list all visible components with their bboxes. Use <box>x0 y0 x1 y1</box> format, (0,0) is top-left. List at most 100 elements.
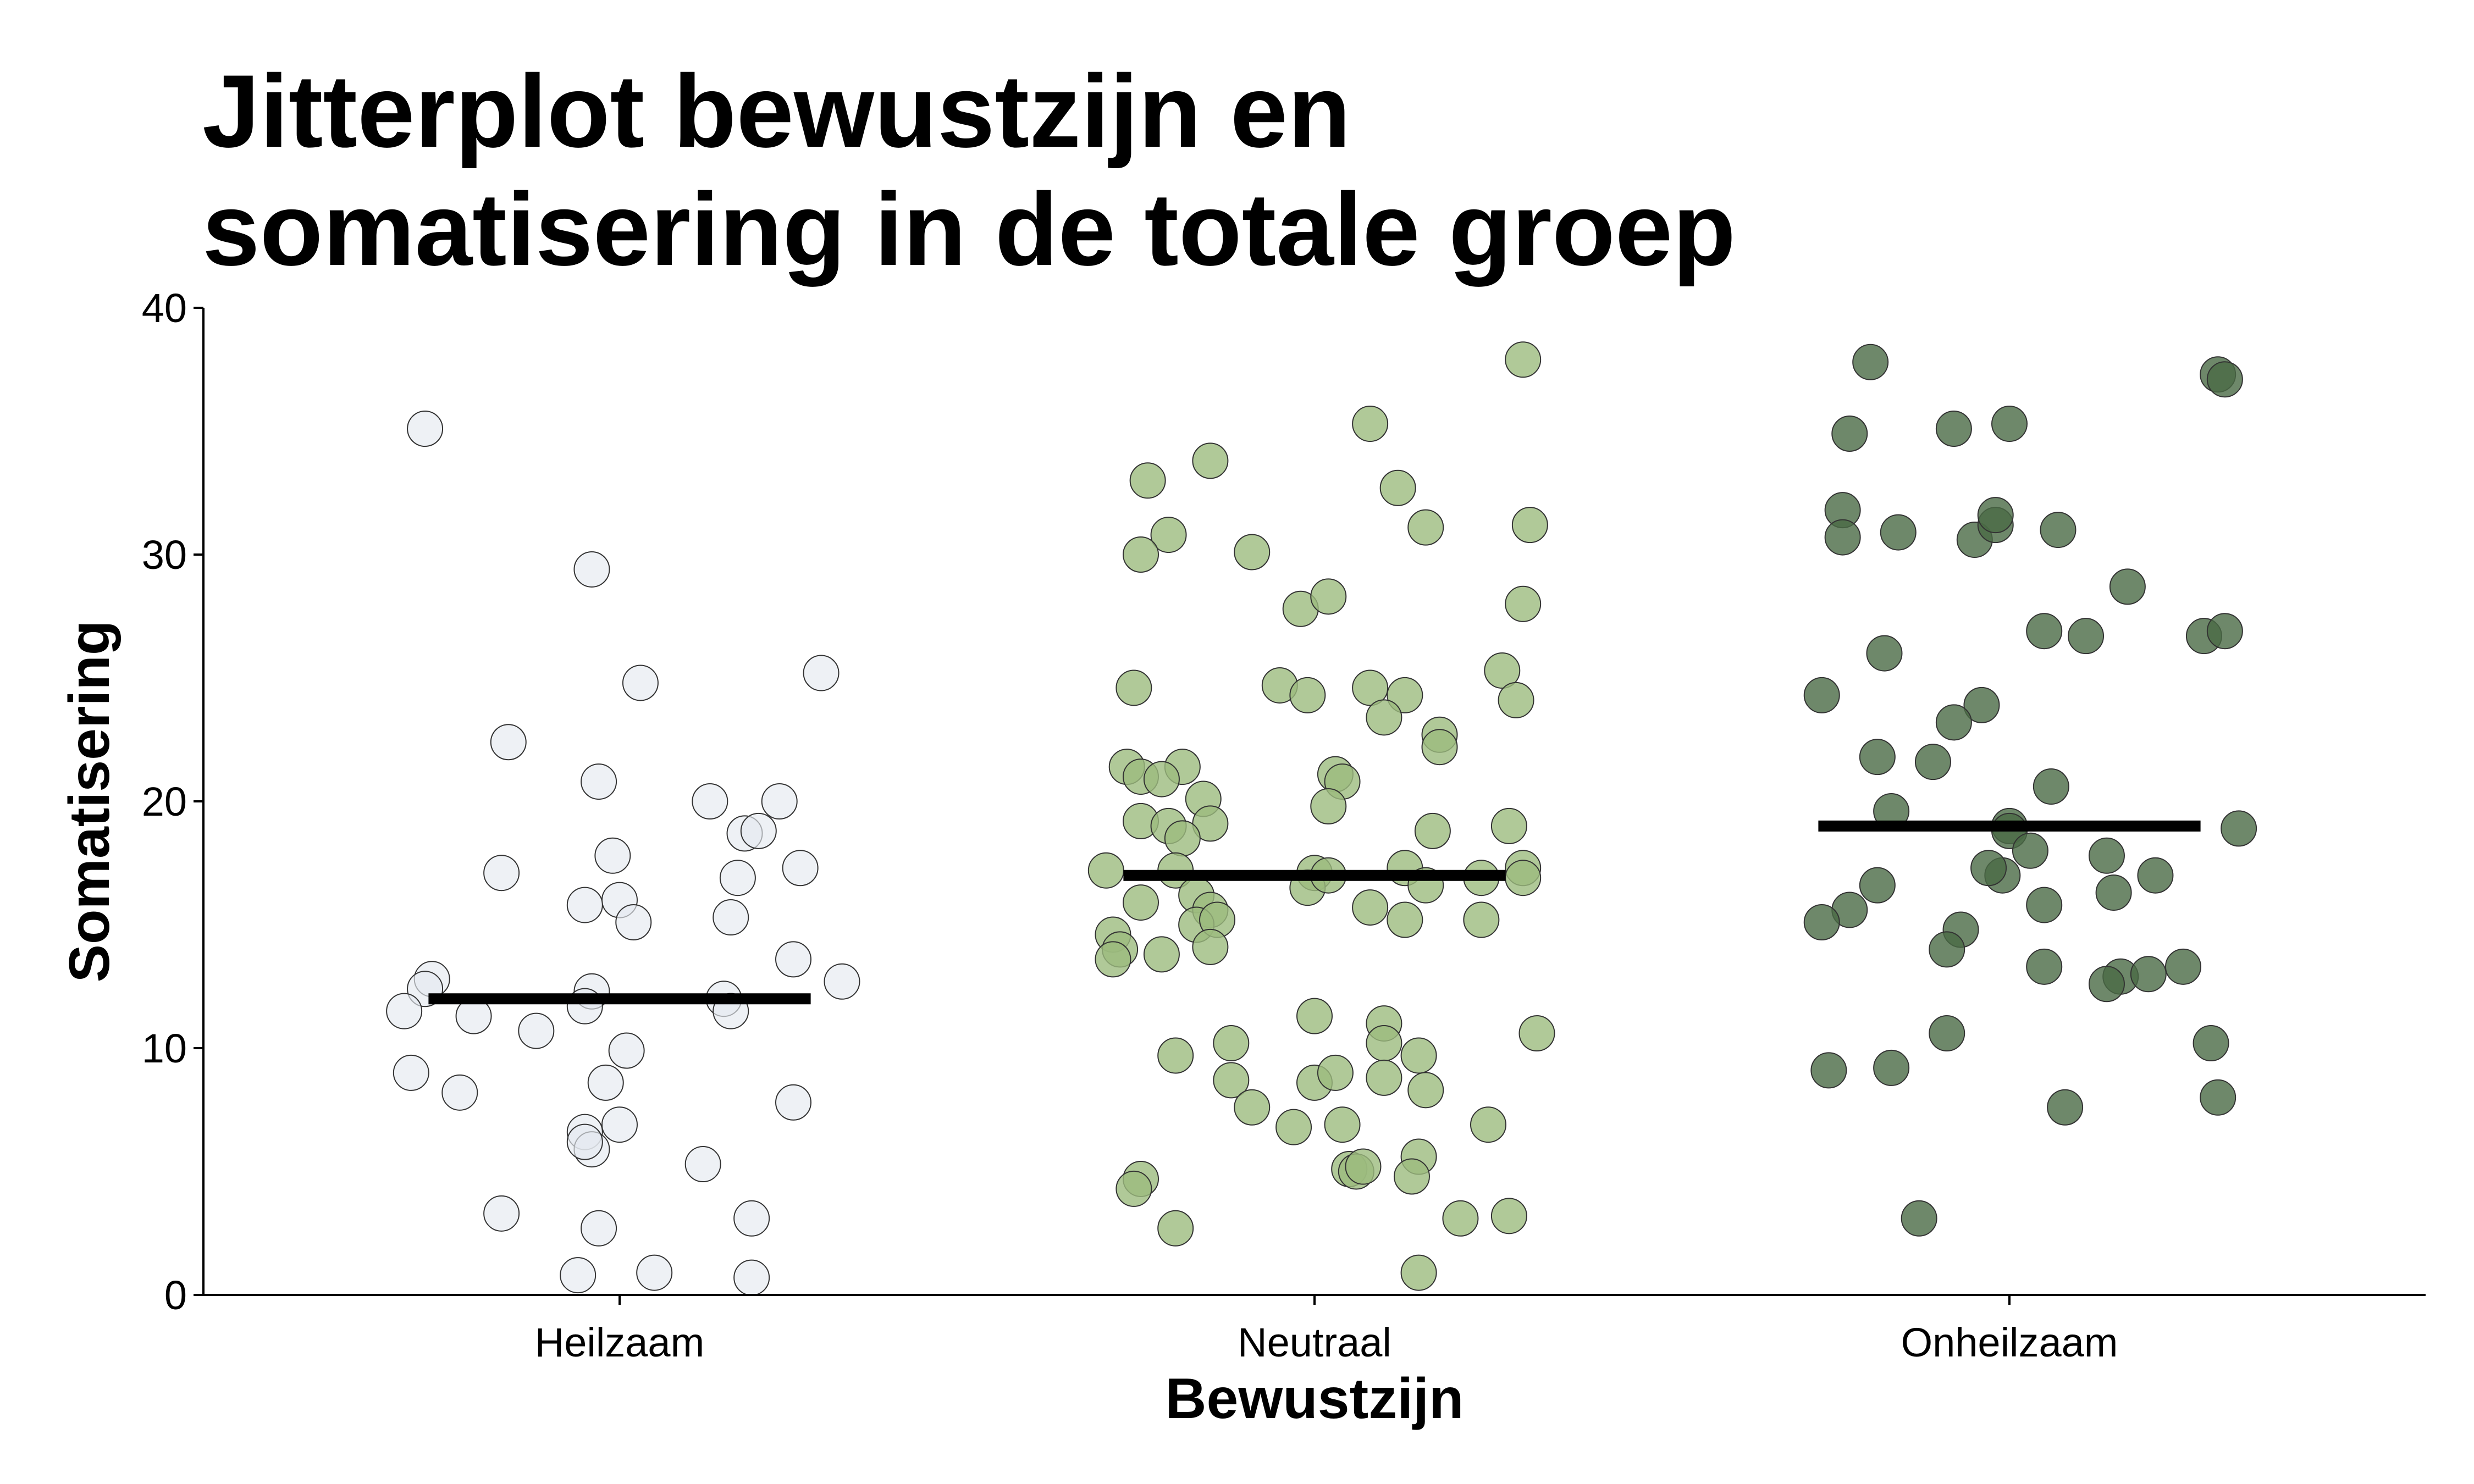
data-point <box>1490 1198 1527 1234</box>
y-tick-label: 10 <box>142 1026 187 1071</box>
data-point <box>1123 884 1159 921</box>
data-point <box>2012 832 2048 869</box>
data-point <box>1873 1049 1910 1086</box>
data-point <box>2206 361 2243 398</box>
data-point <box>1518 1015 1555 1052</box>
data-point <box>1810 1052 1847 1089</box>
data-point <box>2109 568 2146 605</box>
data-point <box>581 1210 617 1247</box>
x-tick-label-neutraal: Neutraal <box>1238 1320 1391 1365</box>
data-point <box>782 850 819 887</box>
data-point <box>594 837 631 874</box>
data-point <box>1929 1015 1965 1052</box>
data-point <box>1275 1109 1312 1145</box>
data-point <box>1824 519 1861 556</box>
data-point <box>1407 1072 1444 1109</box>
data-point <box>2130 956 2167 993</box>
data-point <box>1831 415 1868 452</box>
data-point <box>2040 512 2077 549</box>
data-point <box>1296 998 1333 1034</box>
data-point <box>775 1084 811 1121</box>
data-point <box>1324 1106 1361 1143</box>
data-point <box>1803 677 1840 713</box>
data-point <box>1289 677 1326 713</box>
y-tick-label: 30 <box>142 532 187 578</box>
data-point <box>1310 578 1347 615</box>
data-point <box>761 783 798 819</box>
data-point <box>1115 1170 1152 1207</box>
data-point <box>1192 442 1229 479</box>
data-point <box>2095 874 2132 911</box>
data-point <box>1991 406 2028 442</box>
data-point <box>1505 585 1542 622</box>
data-point <box>1963 686 2000 723</box>
data-point <box>1213 1025 1250 1062</box>
y-tick-label: 20 <box>142 779 187 824</box>
data-point <box>1213 1062 1250 1099</box>
chart-title-line-1: Jitterplot bewustzijn en <box>202 53 1351 169</box>
data-point <box>2026 948 2063 985</box>
data-point <box>2068 618 2105 655</box>
data-point <box>1234 1089 1271 1126</box>
data-point <box>1929 931 1965 968</box>
data-point <box>2047 1089 2084 1126</box>
data-point <box>1859 739 1896 776</box>
data-point <box>2221 810 2257 847</box>
data-point <box>1859 867 1896 904</box>
data-point <box>1414 812 1451 849</box>
data-point <box>518 1012 555 1049</box>
data-point <box>1345 1148 1382 1185</box>
data-point <box>1393 1158 1430 1195</box>
data-point <box>1366 699 1402 736</box>
data-point <box>566 1123 603 1160</box>
data-point <box>692 783 728 819</box>
data-point <box>1935 704 1972 741</box>
data-point <box>483 1195 520 1232</box>
data-point <box>1157 1037 1194 1074</box>
data-point <box>1129 462 1166 499</box>
data-point <box>1352 889 1389 926</box>
data-point <box>803 655 840 691</box>
data-point <box>824 963 860 1000</box>
data-point <box>719 860 756 896</box>
data-point <box>2088 966 2125 1003</box>
x-axis-ticks: Heilzaam Neutraal Onheilzaam <box>535 1295 2118 1365</box>
data-point <box>1157 1210 1194 1247</box>
y-tick-label: 0 <box>164 1272 187 1318</box>
data-point <box>2026 613 2063 650</box>
data-point <box>1087 852 1124 889</box>
data-point <box>1379 469 1416 506</box>
data-point <box>1914 744 1951 780</box>
data-point <box>636 1254 673 1291</box>
data-point <box>1490 807 1527 844</box>
data-point <box>1977 497 2014 534</box>
data-point <box>1123 536 1159 573</box>
series-onheilzaam <box>1803 344 2257 1237</box>
data-point <box>1143 761 1180 798</box>
data-point <box>713 899 749 936</box>
data-point <box>1421 729 1458 766</box>
data-point <box>2033 768 2069 805</box>
data-point <box>581 763 617 800</box>
data-point <box>441 1074 478 1111</box>
data-point <box>1511 507 1548 544</box>
data-point <box>1901 1200 1937 1237</box>
data-point <box>1192 928 1229 965</box>
data-point <box>1234 534 1271 571</box>
data-point <box>1143 936 1180 973</box>
mean-lines-layer <box>428 820 2201 1005</box>
data-point <box>1880 514 1917 551</box>
data-point <box>566 887 603 923</box>
data-point <box>1484 652 1521 689</box>
data-point <box>1407 509 1444 546</box>
data-point <box>1463 901 1500 938</box>
data-point <box>1366 1025 1402 1062</box>
data-point <box>733 1200 770 1237</box>
series-heilzaam <box>386 411 860 1296</box>
data-point <box>2206 613 2243 650</box>
x-axis-title: Bewustzijn <box>1165 1367 1464 1431</box>
data-point <box>733 1259 770 1296</box>
data-point <box>1366 1059 1402 1096</box>
data-point <box>622 665 659 701</box>
data-point <box>1387 901 1423 938</box>
